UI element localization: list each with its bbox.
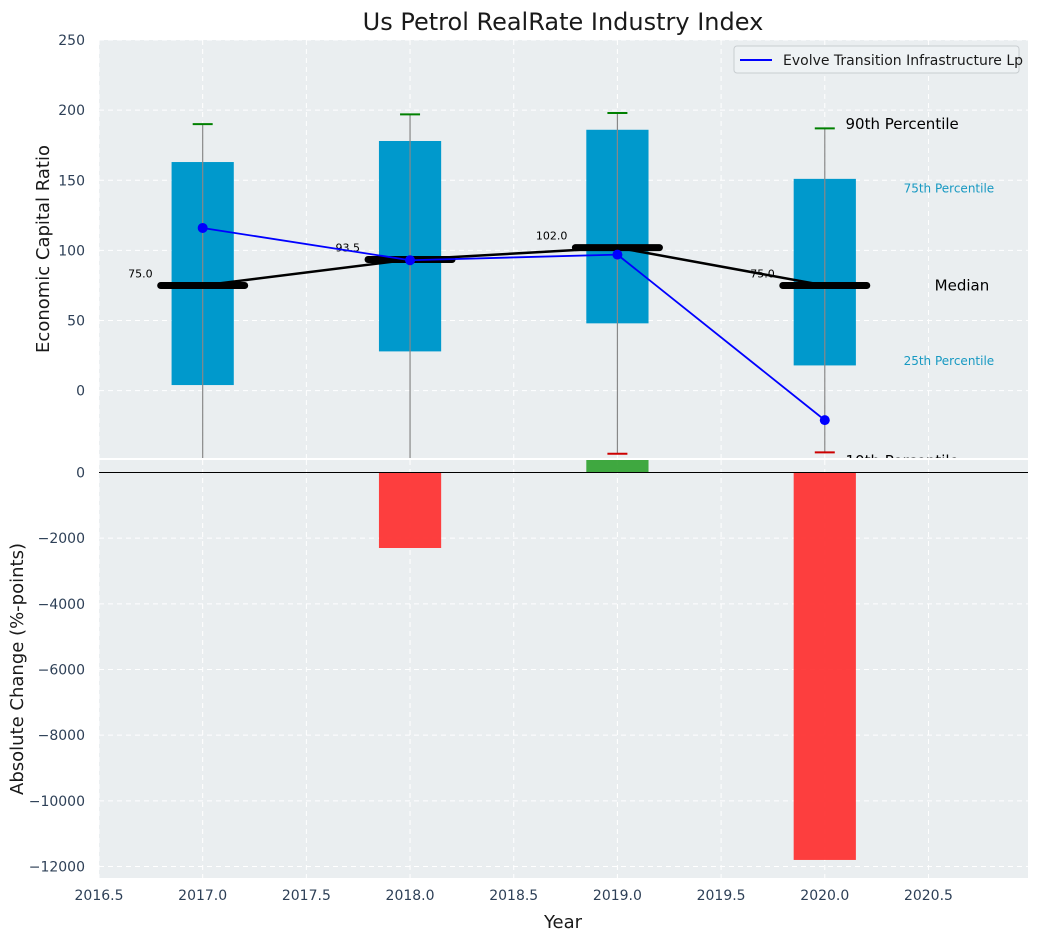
bottom-y-tick-labels: 0 −2000 −4000 −6000 −8000 −10000 −12000 [29,465,85,875]
x-tick-label: 2016.5 [75,888,124,904]
change-bar-marks [99,460,1028,860]
x-tick-label: 2018.0 [386,888,435,904]
bottom-y-axis-label: Absolute Change (%-points) [7,543,28,795]
top-y-tick-labels: 0 50 100 150 200 250 [58,33,85,400]
x-tick-label: 2018.5 [489,888,538,904]
x-tick-label: 2017.0 [178,888,227,904]
y-tick-label: 200 [58,103,85,119]
y-tick-label: −8000 [38,728,85,744]
change-bar [793,472,856,860]
legend-frame [733,45,1020,74]
percentile-annotation: 90th Percentile [846,115,959,133]
legend: Evolve Transition Infrastructure Lp [733,45,1023,74]
company-series-point [197,222,208,233]
y-tick-label: 0 [76,465,85,481]
chart-title: Us Petrol RealRate Industry Index [363,8,764,36]
x-tick-labels: 2016.5 2017.0 2017.5 2018.0 2018.5 2019.0 2019… [75,888,953,904]
company-series-point [819,415,830,426]
y-tick-label: −2000 [38,531,85,547]
change-bar [586,460,649,473]
company-series-line [202,227,826,421]
x-tick-label: 2019.5 [697,888,746,904]
y-tick-label: −10000 [29,794,85,810]
median-value-label: 102.0 [536,230,568,243]
percentile-annotation: 10th Percentile [846,452,959,470]
y-tick-label: −6000 [38,662,85,678]
median-trend-line [202,246,826,287]
y-tick-label: 150 [58,173,85,189]
y-tick-label: −4000 [38,597,85,613]
y-tick-label: 50 [67,314,85,330]
x-tick-label: 2019.0 [593,888,642,904]
bottom-panel-grid [98,460,1028,878]
y-tick-label: −12000 [29,860,85,876]
median-value-label: 75.0 [750,267,775,280]
median-value-label: 75.0 [128,267,153,280]
legend-label-evolve: Evolve Transition Infrastructure Lp [783,53,1023,69]
x-tick-label: 2017.5 [282,888,331,904]
company-series-point [405,255,416,266]
percentile-annotation: 25th Percentile [904,354,995,368]
x-tick-label: 2020.5 [904,888,953,904]
change-bar [378,472,442,548]
percentile-annotation: Median [935,276,990,294]
y-tick-label: 250 [58,33,85,49]
top-panel-background [99,40,1028,458]
x-tick-label: 2020.0 [800,888,849,904]
x-axis-label: Year [543,912,583,933]
company-series-point [612,249,623,260]
y-tick-label: 100 [58,243,85,259]
percentile-annotation: 75th Percentile [904,181,995,195]
y-tick-label: 0 [76,384,85,400]
top-y-axis-label: Economic Capital Ratio [33,145,54,353]
